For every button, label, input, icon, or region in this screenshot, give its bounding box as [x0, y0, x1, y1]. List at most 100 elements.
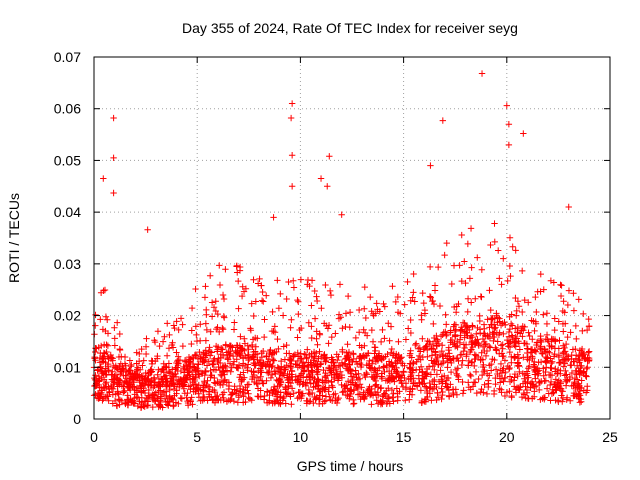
data-point	[340, 388, 348, 395]
data-point	[308, 363, 315, 371]
data-point	[307, 374, 314, 381]
data-point	[465, 357, 473, 365]
data-point	[110, 189, 117, 197]
data-point	[240, 288, 248, 295]
data-point	[444, 359, 451, 366]
data-point	[494, 338, 501, 345]
data-point	[584, 364, 591, 371]
data-point	[563, 371, 570, 378]
data-point	[366, 357, 373, 365]
data-point	[288, 316, 295, 323]
data-point	[244, 342, 251, 349]
data-point	[445, 353, 453, 360]
data-point	[489, 315, 496, 322]
data-point	[259, 288, 266, 296]
data-point	[333, 371, 340, 378]
data-point	[336, 281, 344, 288]
data-point	[201, 294, 209, 301]
data-point	[233, 364, 240, 371]
data-point	[261, 392, 268, 400]
data-point	[92, 357, 99, 364]
data-point	[138, 399, 146, 406]
data-point	[402, 397, 409, 404]
data-point	[277, 290, 284, 298]
data-point	[269, 308, 276, 316]
data-point	[294, 296, 301, 304]
data-point	[270, 327, 277, 335]
data-point	[211, 355, 218, 362]
data-point	[467, 372, 475, 380]
data-point	[211, 399, 219, 406]
data-point	[478, 266, 486, 273]
data-point	[572, 322, 580, 330]
data-point	[305, 319, 313, 326]
data-point	[469, 323, 476, 330]
data-point	[156, 402, 163, 409]
data-point	[165, 402, 172, 409]
data-point	[140, 357, 147, 364]
data-point	[584, 387, 591, 394]
data-point	[144, 375, 152, 382]
data-point	[161, 395, 169, 402]
data-point	[170, 376, 177, 384]
data-point	[525, 329, 532, 336]
data-point	[347, 373, 355, 380]
data-point	[142, 343, 150, 350]
data-point	[339, 389, 346, 396]
data-point	[200, 387, 207, 394]
data-point	[542, 368, 549, 376]
data-point	[130, 400, 137, 407]
data-point	[349, 376, 356, 384]
data-point	[350, 400, 357, 408]
data-point	[308, 302, 315, 309]
data-point	[373, 397, 380, 404]
data-point	[297, 350, 304, 357]
data-point	[181, 389, 189, 397]
data-point	[268, 371, 276, 378]
data-point	[279, 312, 287, 319]
data-point	[450, 262, 458, 269]
data-point	[575, 380, 582, 387]
data-point	[221, 362, 229, 369]
data-point	[283, 341, 290, 349]
data-point	[288, 100, 296, 107]
data-point	[249, 373, 256, 381]
data-point	[117, 360, 124, 367]
data-point	[501, 374, 508, 382]
data-point	[427, 371, 435, 378]
data-point	[438, 376, 445, 383]
data-point	[438, 395, 445, 403]
data-point	[92, 372, 99, 379]
data-point	[95, 395, 102, 402]
data-point	[111, 324, 118, 331]
data-point	[93, 394, 101, 402]
data-point	[369, 374, 377, 381]
data-point	[288, 385, 296, 392]
data-point	[550, 389, 557, 396]
data-point	[157, 387, 164, 394]
data-point	[233, 356, 240, 363]
data-point	[357, 395, 364, 403]
data-point	[114, 388, 121, 395]
data-point	[321, 398, 328, 405]
data-point	[489, 329, 497, 336]
data-point	[540, 365, 547, 372]
data-point	[118, 397, 125, 405]
data-point	[361, 283, 368, 291]
data-point	[546, 381, 554, 389]
data-point	[418, 399, 425, 407]
data-point	[483, 347, 491, 355]
data-point	[125, 367, 132, 375]
data-point	[503, 389, 511, 396]
data-point	[456, 262, 463, 269]
data-point	[230, 398, 238, 405]
data-point	[462, 279, 469, 287]
data-point	[366, 364, 374, 372]
data-point	[500, 330, 507, 338]
data-point	[513, 312, 520, 319]
data-point	[421, 398, 428, 405]
data-point	[362, 393, 369, 400]
data-point	[445, 344, 453, 351]
data-point	[281, 366, 288, 374]
data-point	[289, 373, 296, 380]
